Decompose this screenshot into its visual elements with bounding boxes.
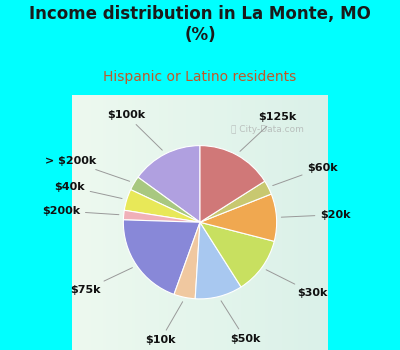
Text: $40k: $40k — [54, 182, 122, 198]
Wedge shape — [123, 210, 200, 222]
Text: $20k: $20k — [281, 210, 351, 220]
Text: $75k: $75k — [70, 268, 132, 295]
Text: $60k: $60k — [273, 162, 338, 186]
Wedge shape — [200, 194, 277, 241]
Wedge shape — [195, 222, 241, 299]
Wedge shape — [123, 220, 200, 294]
Text: $100k: $100k — [107, 110, 162, 150]
Text: $10k: $10k — [145, 302, 183, 345]
Text: Hispanic or Latino residents: Hispanic or Latino residents — [103, 70, 297, 84]
Text: Income distribution in La Monte, MO
(%): Income distribution in La Monte, MO (%) — [29, 5, 371, 44]
Text: $50k: $50k — [221, 301, 260, 344]
Wedge shape — [200, 146, 265, 222]
Wedge shape — [200, 181, 271, 222]
Wedge shape — [124, 190, 200, 222]
Text: ⓘ City-Data.com: ⓘ City-Data.com — [231, 125, 304, 134]
Wedge shape — [131, 177, 200, 222]
Wedge shape — [138, 146, 200, 222]
Text: $30k: $30k — [266, 270, 328, 298]
Text: > $200k: > $200k — [45, 156, 130, 181]
Wedge shape — [174, 222, 200, 299]
Wedge shape — [200, 222, 274, 287]
Text: $200k: $200k — [42, 206, 119, 216]
Text: $125k: $125k — [240, 112, 296, 152]
